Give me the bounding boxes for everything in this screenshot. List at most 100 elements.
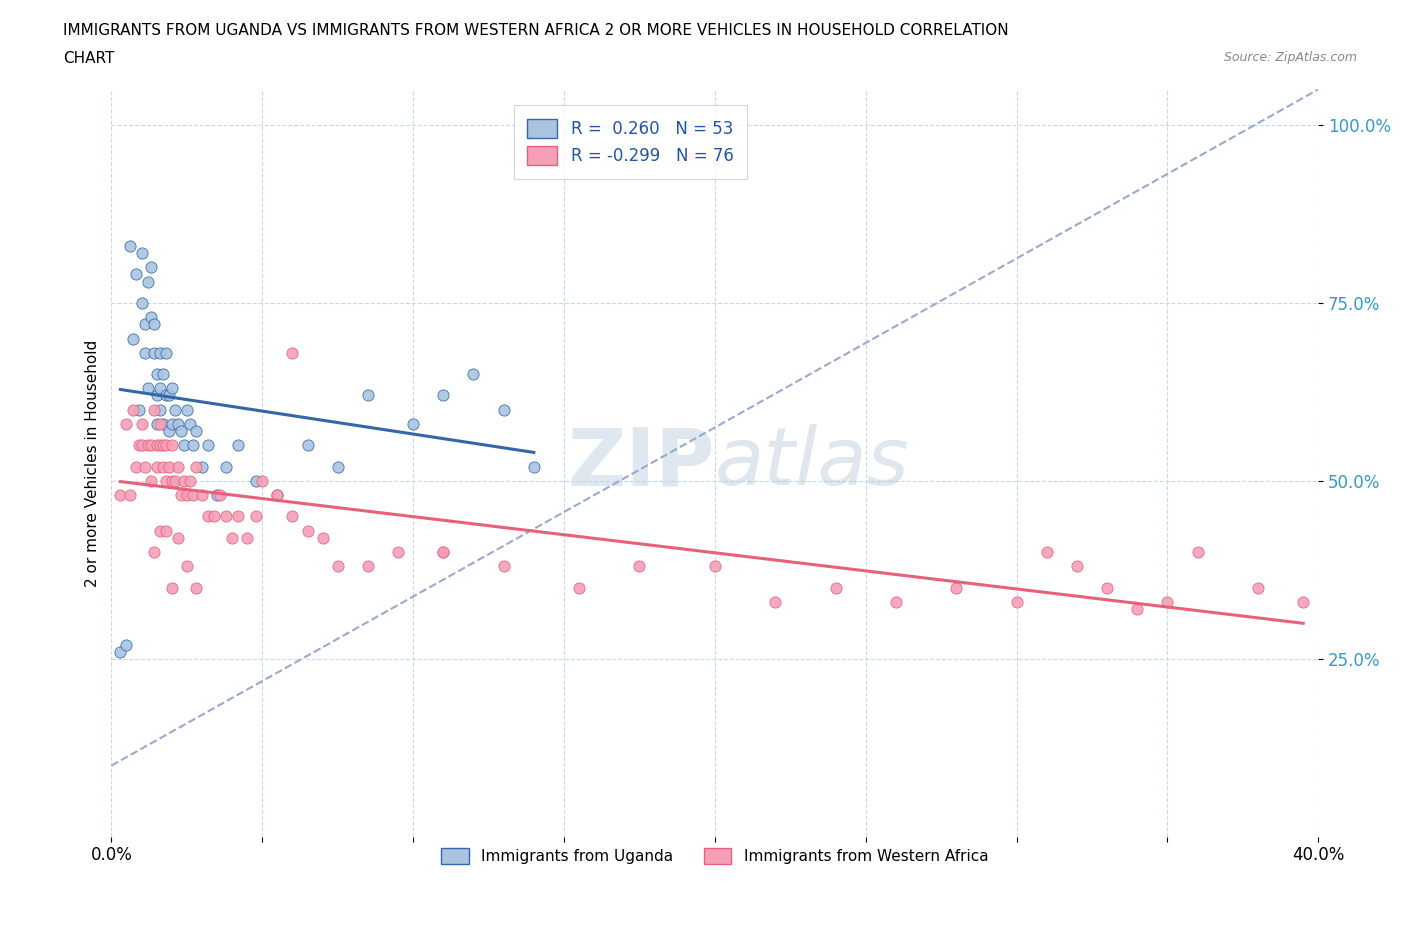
- Point: [1035, 545, 1057, 560]
- Point: [184, 459, 207, 474]
- Point: [208, 487, 231, 502]
- Point: [124, 459, 146, 474]
- Point: [131, 438, 153, 453]
- Point: [824, 580, 846, 595]
- Point: [463, 366, 485, 381]
- Point: [139, 438, 162, 453]
- Point: [115, 417, 138, 432]
- Point: [160, 473, 183, 488]
- Point: [568, 580, 591, 595]
- Text: CHART: CHART: [63, 51, 115, 66]
- Point: [215, 509, 238, 524]
- Point: [402, 417, 425, 432]
- Point: [326, 459, 349, 474]
- Point: [170, 487, 193, 502]
- Point: [155, 473, 177, 488]
- Legend: Immigrants from Uganda, Immigrants from Western Africa: Immigrants from Uganda, Immigrants from …: [436, 842, 994, 870]
- Point: [149, 403, 172, 418]
- Point: [266, 487, 288, 502]
- Point: [197, 438, 219, 453]
- Point: [184, 423, 207, 438]
- Point: [179, 473, 201, 488]
- Point: [163, 403, 186, 418]
- Point: [252, 473, 274, 488]
- Point: [142, 403, 165, 418]
- Point: [492, 559, 515, 574]
- Point: [523, 459, 546, 474]
- Point: [152, 366, 174, 381]
- Point: [357, 388, 380, 403]
- Point: [181, 438, 204, 453]
- Point: [149, 438, 172, 453]
- Point: [191, 487, 214, 502]
- Point: [945, 580, 967, 595]
- Point: [155, 388, 177, 403]
- Point: [236, 530, 259, 545]
- Point: [110, 487, 132, 502]
- Point: [492, 403, 515, 418]
- Point: [136, 274, 159, 289]
- Point: [166, 530, 188, 545]
- Point: [152, 438, 174, 453]
- Point: [176, 403, 198, 418]
- Point: [136, 381, 159, 396]
- Point: [131, 417, 153, 432]
- Point: [173, 473, 195, 488]
- Point: [157, 459, 180, 474]
- Point: [121, 403, 143, 418]
- Point: [245, 509, 267, 524]
- Point: [155, 345, 177, 360]
- Point: [131, 296, 153, 311]
- Point: [128, 438, 150, 453]
- Point: [124, 267, 146, 282]
- Point: [1005, 594, 1028, 609]
- Point: [110, 644, 132, 659]
- Point: [166, 417, 188, 432]
- Point: [160, 381, 183, 396]
- Point: [191, 459, 214, 474]
- Point: [281, 509, 304, 524]
- Point: [142, 317, 165, 332]
- Point: [197, 509, 219, 524]
- Point: [166, 459, 188, 474]
- Point: [142, 345, 165, 360]
- Point: [176, 559, 198, 574]
- Point: [160, 580, 183, 595]
- Point: [763, 594, 786, 609]
- Point: [226, 509, 249, 524]
- Text: Source: ZipAtlas.com: Source: ZipAtlas.com: [1223, 51, 1357, 64]
- Point: [1156, 594, 1178, 609]
- Point: [226, 438, 249, 453]
- Point: [266, 487, 288, 502]
- Point: [628, 559, 651, 574]
- Point: [149, 524, 172, 538]
- Point: [152, 459, 174, 474]
- Point: [170, 423, 193, 438]
- Point: [145, 459, 167, 474]
- Point: [149, 417, 172, 432]
- Point: [142, 545, 165, 560]
- Point: [139, 473, 162, 488]
- Point: [145, 388, 167, 403]
- Point: [297, 524, 319, 538]
- Point: [134, 317, 156, 332]
- Point: [1247, 580, 1270, 595]
- Point: [121, 331, 143, 346]
- Point: [163, 473, 186, 488]
- Point: [136, 438, 159, 453]
- Point: [145, 417, 167, 432]
- Point: [115, 637, 138, 652]
- Point: [326, 559, 349, 574]
- Point: [155, 524, 177, 538]
- Point: [432, 388, 454, 403]
- Point: [205, 487, 228, 502]
- Point: [157, 423, 180, 438]
- Point: [884, 594, 907, 609]
- Point: [221, 530, 243, 545]
- Point: [202, 509, 225, 524]
- Point: [152, 417, 174, 432]
- Y-axis label: 2 or more Vehicles in Household: 2 or more Vehicles in Household: [86, 339, 100, 587]
- Text: ZIP: ZIP: [568, 424, 714, 502]
- Point: [1066, 559, 1088, 574]
- Point: [139, 259, 162, 274]
